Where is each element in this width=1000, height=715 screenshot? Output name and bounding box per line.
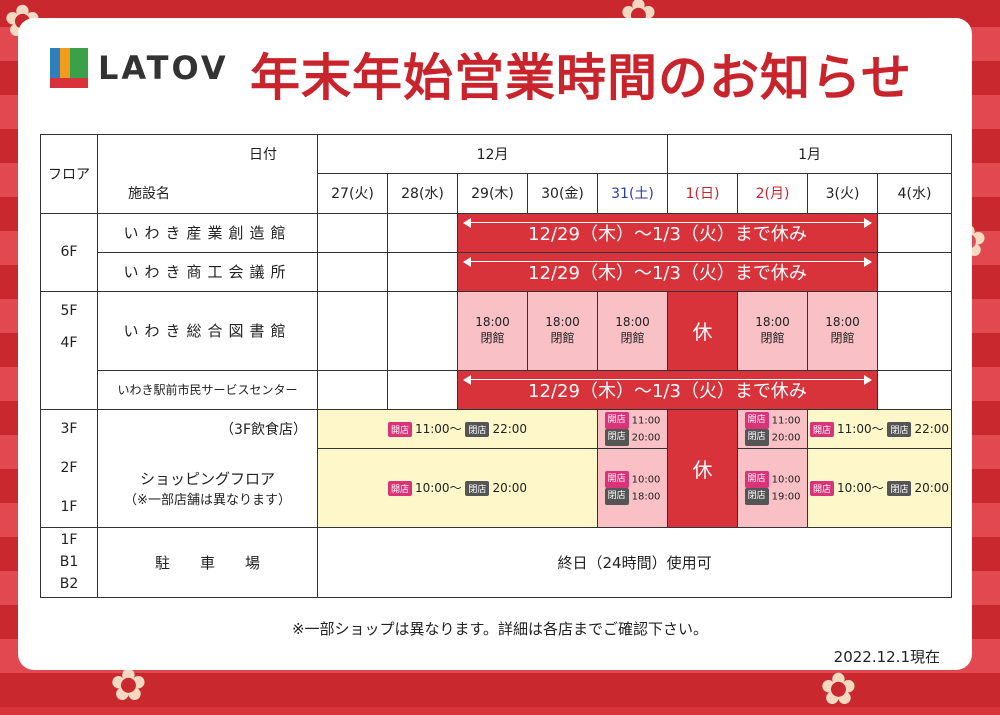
- header-month-dec: 12月: [316, 133, 669, 175]
- day-header: 3(火): [807, 173, 879, 214]
- day-header: 30(金): [527, 173, 598, 214]
- shop-hours-regular: 開店 10:00～ 閉店 20:00: [807, 448, 953, 528]
- flower-icon: ✿: [820, 664, 857, 715]
- day-header: 27(火): [317, 173, 388, 214]
- day-header: 1(日): [667, 173, 739, 214]
- floor-label: 4F: [40, 330, 98, 410]
- logo-text: LATOV: [98, 49, 229, 87]
- closed-band: 12/29（木）～1/3（火）まで休み: [456, 212, 879, 253]
- facility-service: いわき駅前市民サービスセンター: [97, 369, 318, 410]
- shop-hours-regular: 開店 10:00～ 閉店 20:00: [317, 448, 598, 528]
- header-month-jan: 1月: [667, 133, 953, 175]
- facility-library: いわき総合図書館: [97, 291, 318, 371]
- floor-label: 1F: [40, 487, 98, 528]
- shop-hours-dec31: 開店 10:00 閉店 18:00: [596, 448, 669, 528]
- floor-label: 2F: [40, 448, 98, 488]
- library-hours: 18:00 閉館: [737, 291, 809, 371]
- day-header: 4(水): [877, 173, 953, 214]
- closed-band: 12/29（木）～1/3（火）まで休み: [456, 369, 879, 410]
- logo-mark-icon: [50, 48, 88, 88]
- as-of-date: 2022.12.1現在: [833, 648, 940, 666]
- closed-band: 12/29（木）～1/3（火）まで休み: [456, 251, 879, 293]
- library-hours: 18:00 閉館: [596, 291, 669, 371]
- closed-day: 休: [667, 408, 739, 528]
- facility-shoko: いわき商工会議所: [97, 251, 318, 293]
- floor-label: 6F: [40, 212, 98, 292]
- header-date: 日付: [97, 133, 318, 174]
- facility-sangyo: いわき産業創造館: [97, 212, 318, 253]
- floor-label: 5F: [40, 290, 98, 331]
- flower-icon: ✿: [110, 660, 147, 711]
- day-header: 31(土): [596, 173, 669, 214]
- food-hours-regular: 開店 11:00～ 閉店 22:00: [807, 408, 953, 450]
- parking-hours: 終日（24時間）使用可: [316, 526, 953, 598]
- facility-shopping: ショッピングフロア （※一部店舗は異なります）: [97, 448, 318, 528]
- page-title: 年末年始営業時間のお知らせ: [250, 48, 912, 107]
- header-floor: フロア: [40, 134, 98, 214]
- header-facility: 施設名: [97, 173, 318, 214]
- facility-parking: 駐 車 場: [97, 526, 318, 598]
- footnote: ※一部ショップは異なります。詳細は各店までご確認下さい。: [291, 620, 709, 638]
- day-header: 28(水): [387, 173, 458, 214]
- logo: LATOV: [50, 48, 229, 88]
- header-date-label: 日付: [249, 147, 277, 164]
- food-hours-regular: 開店 11:00～ 閉店 22:00: [317, 408, 598, 450]
- food-hours-short: 開店 11:00 閉店 20:00: [737, 408, 809, 450]
- schedule-table: フロア 日付 12月 1月 施設名 27(火) 28(水) 29(木) 30(金…: [40, 133, 953, 598]
- day-header: 29(木): [457, 173, 528, 214]
- library-hours: 18:00 閉館: [807, 291, 879, 371]
- facility-food: （3F飲食店）: [97, 408, 318, 449]
- library-hours: 18:00 閉館: [527, 291, 598, 371]
- closed-day: 休: [667, 291, 739, 371]
- day-header: 2(月): [737, 173, 809, 214]
- library-hours: 18:00 閉館: [457, 291, 528, 371]
- parking-floors: 1F B1 B2: [40, 526, 98, 598]
- food-hours-short: 開店 11:00 閉店 20:00: [596, 408, 669, 450]
- shop-hours-jan2: 開店 10:00 閉店 19:00: [737, 448, 809, 528]
- floor-label: 3F: [40, 408, 98, 449]
